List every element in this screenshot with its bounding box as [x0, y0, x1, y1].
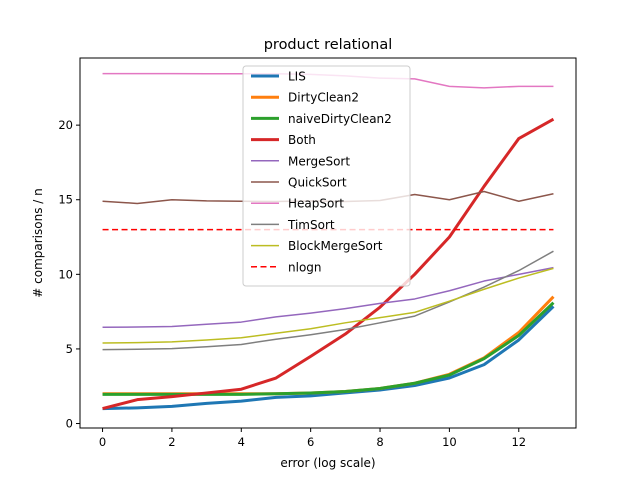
legend-label-1: DirtyClean2 [288, 91, 359, 105]
y-tick-label: 10 [58, 267, 73, 281]
series-line-4 [102, 266, 554, 329]
series-line-0 [102, 305, 555, 411]
y-tick-label: 0 [66, 417, 73, 431]
x-axis: 0 2 4 6 8 10 12 [99, 428, 526, 449]
chart-title: product relational [264, 37, 393, 53]
legend: LIS DirtyClean2 naiveDirtyClean2 Both MergeS… [242, 65, 411, 287]
legend-label-3: Both [288, 133, 316, 147]
legend-label-7: TimSort [287, 218, 335, 232]
y-tick-label: 5 [66, 342, 73, 356]
series-line-7 [102, 250, 554, 351]
x-tick-label: 4 [238, 435, 245, 449]
series-line-2 [102, 301, 555, 396]
x-tick-label: 6 [307, 435, 314, 449]
y-axis: 0 5 10 15 20 [58, 118, 80, 431]
legend-label-6: HeapSort [288, 197, 344, 211]
legend-label-9: nlogn [288, 260, 322, 274]
x-axis-label: error (log scale) [280, 456, 375, 470]
axes-frame [79, 57, 577, 429]
legend-label-5: QuickSort [288, 176, 347, 190]
legend-label-2: naiveDirtyClean2 [288, 112, 392, 126]
series-line-8 [102, 267, 554, 344]
legend-box [242, 65, 411, 287]
y-axis-label: # comparisons / n [31, 188, 45, 297]
x-tick-label: 0 [99, 435, 106, 449]
legend-label-0: LIS [288, 70, 306, 84]
x-tick-label: 10 [442, 435, 457, 449]
x-tick-label: 2 [168, 435, 175, 449]
legend-label-8: BlockMergeSort [288, 239, 383, 253]
series-layer [102, 72, 555, 411]
series-line-3 [102, 117, 555, 411]
legend-label-4: MergeSort [288, 154, 350, 168]
x-tick-label: 12 [511, 435, 526, 449]
y-tick-label: 15 [58, 193, 73, 207]
x-tick-label: 8 [376, 435, 383, 449]
y-tick-label: 20 [58, 118, 73, 132]
